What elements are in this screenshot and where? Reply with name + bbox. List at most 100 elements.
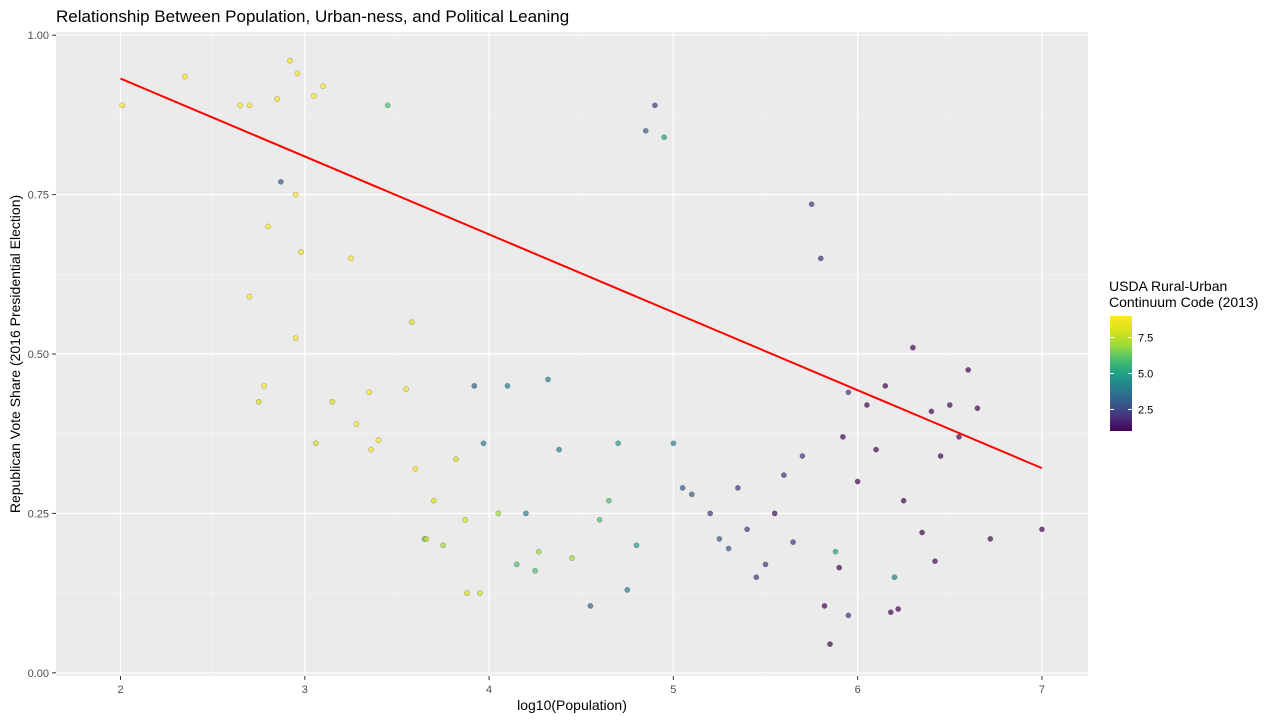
data-point bbox=[753, 574, 760, 581]
data-point bbox=[255, 398, 262, 405]
data-point bbox=[287, 57, 293, 64]
data-point bbox=[464, 590, 470, 596]
data-point bbox=[403, 386, 409, 392]
data-point bbox=[292, 191, 299, 198]
data-point bbox=[312, 440, 319, 447]
data-point bbox=[762, 561, 769, 568]
data-point bbox=[932, 558, 938, 565]
data-point bbox=[182, 73, 188, 80]
data-point bbox=[480, 440, 487, 447]
data-point bbox=[261, 383, 268, 389]
data-point bbox=[624, 587, 631, 593]
data-point bbox=[946, 402, 953, 408]
data-point bbox=[845, 612, 852, 619]
data-point bbox=[790, 539, 796, 545]
y-axis-title: Republican Vote Share (2016 Presidential… bbox=[7, 195, 23, 513]
data-point bbox=[277, 178, 284, 185]
data-point bbox=[353, 421, 360, 427]
data-point bbox=[827, 641, 833, 647]
y-tick-label: 0.75 bbox=[28, 190, 49, 202]
data-point bbox=[298, 249, 304, 255]
data-point bbox=[513, 561, 520, 568]
data-point bbox=[771, 510, 778, 517]
data-point bbox=[965, 367, 972, 373]
y-tick-label: 0.25 bbox=[28, 508, 49, 520]
data-point bbox=[845, 389, 852, 396]
legend: USDA Rural-Urban Continuum Code (2013) 2… bbox=[1109, 278, 1258, 431]
data-point bbox=[587, 603, 594, 609]
legend-tick-label: 5.0 bbox=[1138, 369, 1153, 381]
data-point bbox=[836, 564, 843, 571]
data-point bbox=[384, 102, 391, 109]
data-point bbox=[477, 590, 483, 596]
legend-title-line1: USDA Rural-Urban bbox=[1109, 278, 1227, 294]
data-point bbox=[873, 446, 879, 453]
x-tick-label: 7 bbox=[1039, 684, 1045, 696]
data-point bbox=[423, 536, 430, 542]
data-point bbox=[440, 542, 446, 549]
trend-line-group bbox=[120, 77, 1043, 470]
data-point bbox=[237, 102, 244, 109]
chart-title: Relationship Between Population, Urban-n… bbox=[56, 7, 569, 26]
data-point bbox=[974, 405, 981, 412]
data-point bbox=[817, 255, 824, 262]
data-point bbox=[504, 383, 511, 389]
data-point bbox=[348, 255, 354, 262]
legend-ticks: 2.5 5.0 7.5 bbox=[1110, 333, 1153, 416]
data-point bbox=[735, 485, 741, 491]
data-point bbox=[832, 548, 839, 555]
data-point bbox=[246, 293, 253, 300]
data-point bbox=[545, 376, 551, 383]
data-point bbox=[375, 437, 382, 443]
scatter-points bbox=[119, 57, 1045, 647]
y-tick-label: 0.00 bbox=[28, 668, 49, 680]
data-point bbox=[535, 548, 542, 555]
data-point bbox=[523, 510, 529, 517]
data-point bbox=[532, 567, 538, 574]
data-point bbox=[781, 472, 787, 478]
data-point bbox=[716, 536, 723, 542]
x-axis: 2 3 4 5 6 7 bbox=[117, 676, 1045, 696]
data-point bbox=[670, 440, 677, 447]
x-tick-label: 5 bbox=[670, 684, 676, 696]
data-point bbox=[633, 542, 640, 549]
data-point bbox=[987, 536, 994, 542]
data-point bbox=[707, 510, 714, 517]
y-axis: 0.00 0.25 0.50 0.75 1.00 bbox=[28, 30, 56, 680]
data-point bbox=[292, 335, 299, 341]
data-point bbox=[453, 456, 459, 463]
data-point bbox=[887, 609, 894, 616]
x-axis-title: log10(Population) bbox=[517, 697, 627, 713]
legend-tick-label: 7.5 bbox=[1138, 333, 1153, 345]
data-point bbox=[569, 555, 575, 561]
data-point bbox=[471, 383, 478, 389]
data-point bbox=[821, 603, 828, 609]
data-point bbox=[864, 402, 870, 408]
x-tick-label: 4 bbox=[486, 684, 492, 696]
data-point bbox=[495, 510, 502, 517]
data-point bbox=[725, 545, 732, 552]
data-point bbox=[895, 606, 902, 612]
data-point bbox=[919, 529, 925, 536]
y-tick-label: 1.00 bbox=[28, 30, 49, 42]
data-point bbox=[462, 516, 468, 523]
data-point bbox=[679, 485, 686, 491]
data-point bbox=[615, 440, 621, 447]
data-point bbox=[652, 102, 658, 109]
major-grid bbox=[56, 32, 1088, 676]
data-point bbox=[900, 497, 907, 504]
data-point bbox=[412, 465, 419, 472]
data-point bbox=[596, 516, 603, 523]
legend-colorbar bbox=[1110, 316, 1132, 431]
data-point bbox=[642, 127, 649, 134]
data-point bbox=[1039, 526, 1045, 533]
data-point bbox=[840, 434, 846, 440]
data-point bbox=[368, 446, 374, 453]
data-point bbox=[329, 398, 336, 405]
data-point bbox=[688, 491, 695, 498]
data-point bbox=[246, 102, 253, 109]
data-point bbox=[882, 383, 889, 389]
legend-title-line2: Continuum Code (2013) bbox=[1109, 294, 1258, 310]
data-point bbox=[408, 319, 415, 325]
